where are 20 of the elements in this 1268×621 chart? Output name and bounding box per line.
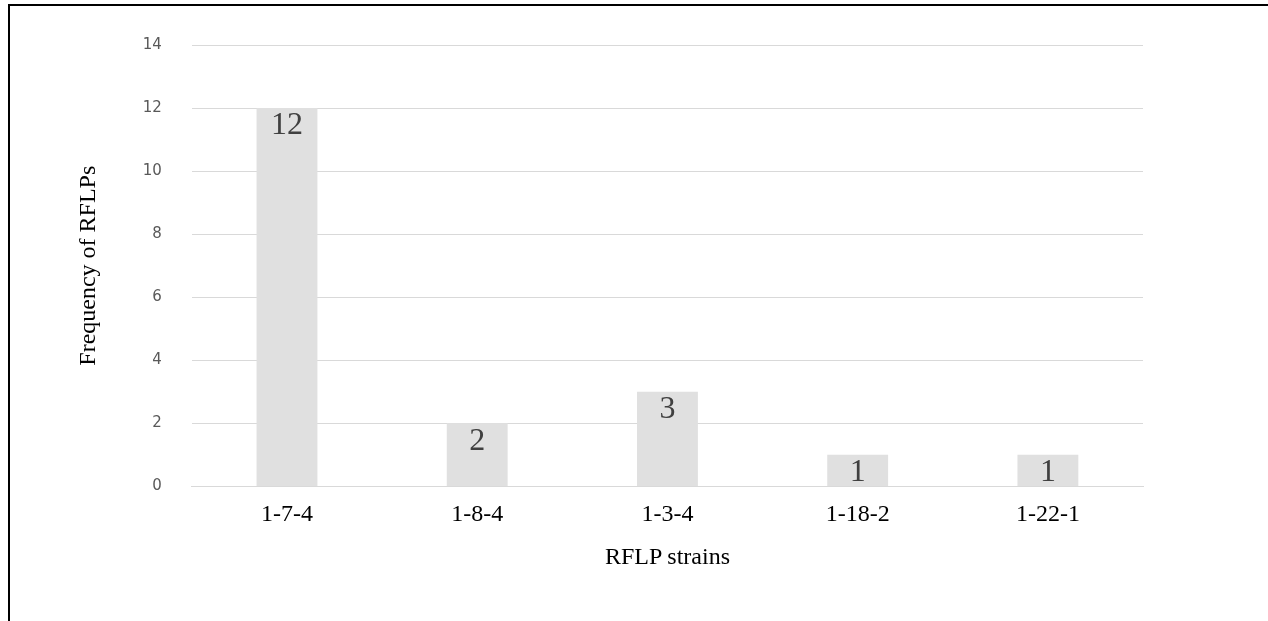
y-tick-label: 2 <box>152 413 162 432</box>
y-axis-title: Frequency of RFLPs <box>73 165 100 366</box>
x-tick-label: 1-7-4 <box>261 500 313 527</box>
data-label: 1 <box>849 452 866 489</box>
y-tick-label: 14 <box>142 34 162 53</box>
y-tick-label: 6 <box>152 287 162 306</box>
y-tick-label: 0 <box>152 476 162 495</box>
x-tick-label: 1-3-4 <box>641 500 694 527</box>
y-tick-label: 10 <box>142 161 162 179</box>
data-label: 2 <box>469 420 486 457</box>
x-tick-label: 1-18-2 <box>825 500 890 527</box>
data-label: 3 <box>659 389 676 426</box>
y-tick-label: 8 <box>152 224 162 243</box>
x-tick-label: 1-8-4 <box>451 500 504 527</box>
data-label: 12 <box>271 105 303 142</box>
y-tick-label: 12 <box>142 97 162 116</box>
data-label: 1 <box>1039 452 1056 489</box>
x-axis-title: RFLP strains <box>604 542 731 569</box>
y-tick-label: 4 <box>152 350 162 369</box>
x-tick-label: 1-22-1 <box>1015 500 1080 527</box>
